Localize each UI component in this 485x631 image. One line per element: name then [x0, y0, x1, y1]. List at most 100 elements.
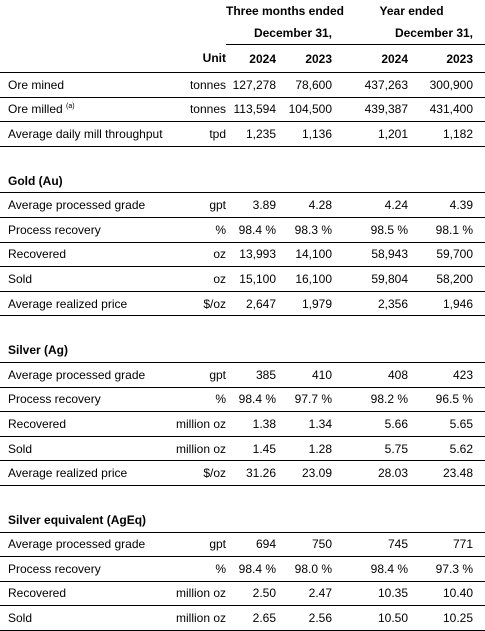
value-q-2024: 2.50 [226, 581, 276, 607]
spacer-row [0, 485, 485, 508]
row-label: Recovered [0, 411, 165, 437]
spacer-row [0, 316, 485, 339]
value-q-2024: 694 [226, 532, 276, 558]
value-q-2023: 98.3 % [276, 217, 339, 243]
row-label: Process recovery [0, 387, 165, 413]
value-y-2023: 5.62 [408, 436, 485, 462]
row-label-text: Average processed grade [8, 198, 146, 213]
table-row: Recovered million oz 1.38 1.34 5.66 5.65 [0, 411, 485, 437]
year-ended-date-header: December 31, [338, 22, 485, 45]
table-row: Sold million oz 1.45 1.28 5.75 5.62 [0, 436, 485, 462]
value-q-2024: 98.4 % [226, 387, 276, 413]
table-row: Average processed grade gpt 385 410 408 423 [0, 362, 485, 388]
value-q-2023: 23.09 [276, 460, 339, 486]
value-q-2024: 2,647 [226, 291, 276, 317]
row-label-text: Recovered [8, 416, 67, 431]
row-label-text: Sold [8, 271, 33, 286]
value-q-2023: 750 [276, 532, 339, 558]
value-y-2024: 98.2 % [338, 387, 409, 413]
value-q-2023: 78,600 [276, 72, 339, 98]
value-q-2024: 2.65 [226, 605, 276, 631]
value-q-2024: 127,278 [226, 72, 276, 98]
row-label: Sold [0, 436, 165, 462]
value-q-2024: 1.38 [226, 411, 276, 437]
value-y-2024: 28.03 [338, 460, 409, 486]
value-q-2024: 98.4 % [226, 556, 276, 582]
value-y-2023: 98.1 % [408, 217, 485, 243]
period-header-row: Three months ended Year ended [0, 0, 485, 22]
year-header-q-2024: 2024 [226, 44, 276, 73]
value-y-2024: 1,201 [338, 121, 409, 147]
row-unit: gpt [165, 362, 226, 388]
row-label: Recovered [0, 242, 165, 268]
value-y-2024: 10.50 [338, 605, 409, 631]
year-ended-header: Year ended [379, 4, 444, 18]
table-row: Sold million oz 2.65 2.56 10.50 10.25 [0, 605, 485, 631]
row-label-text: Sold [8, 611, 33, 626]
row-label: Sold [0, 605, 165, 631]
value-q-2023: 98.0 % [276, 556, 339, 582]
row-label: Average daily mill throughput [0, 121, 165, 147]
row-label-text: Average processed grade [8, 367, 146, 382]
value-y-2023: 423 [408, 362, 485, 388]
table-row: Process recovery% 98.4 % 97.7 % 98.2 % 96.5 … [0, 387, 485, 413]
row-label-text: Ore mined [8, 77, 65, 92]
table-row: Ore mined tonnes 127,278 78,600 437,263 300,9… [0, 72, 485, 98]
value-q-2024: 3.89 [226, 192, 276, 218]
row-unit: million oz [165, 581, 226, 607]
value-q-2023: 1.28 [276, 436, 339, 462]
section-title: Gold (Au) [0, 168, 485, 194]
row-unit: tonnes [165, 72, 226, 98]
row-label-text: Process recovery [8, 222, 101, 237]
date-header-row: December 31, December 31, [0, 22, 485, 45]
row-label-text: Average daily mill throughput [8, 126, 163, 141]
row-label: Ore milled (a) [0, 97, 165, 123]
value-q-2024: 1,235 [226, 121, 276, 147]
row-unit: tpd [165, 121, 226, 147]
row-label: Process recovery [0, 556, 165, 582]
section-header-row: Silver equivalent (AgEq) [0, 507, 485, 533]
value-q-2024: 98.4 % [226, 217, 276, 243]
value-y-2024: 5.66 [338, 411, 409, 437]
value-y-2023: 300,900 [408, 72, 485, 98]
value-y-2024: 437,263 [338, 72, 409, 98]
value-q-2024: 31.26 [226, 460, 276, 486]
row-label-text: Average processed grade [8, 537, 146, 552]
value-y-2024: 439,387 [338, 97, 409, 123]
table-row: Average processed grade gpt 694 750 745 771 [0, 532, 485, 558]
row-label: Ore mined [0, 72, 165, 98]
value-q-2024: 1.45 [226, 436, 276, 462]
spacer-row [0, 146, 485, 169]
row-unit: $/oz [165, 291, 226, 317]
value-q-2023: 104,500 [276, 97, 339, 123]
row-unit: million oz [165, 411, 226, 437]
value-y-2023: 97.3 % [408, 556, 485, 582]
value-y-2023: 59,700 [408, 242, 485, 268]
row-label: Average processed grade [0, 532, 165, 558]
value-y-2024: 4.24 [338, 192, 409, 218]
section-title: Silver (Ag) [0, 338, 485, 363]
table-row: Sold oz 15,100 16,100 59,804 58,200 [0, 266, 485, 292]
year-header-y-2024: 2024 [338, 44, 409, 73]
table-row: Average realized price $/oz 2,647 1,979 2,35… [0, 291, 485, 317]
value-y-2023: 431,400 [408, 97, 485, 123]
row-label: Average processed grade [0, 192, 165, 218]
table-row: Average processed grade gpt 3.89 4.28 4.24 4.… [0, 192, 485, 218]
value-q-2023: 97.7 % [276, 387, 339, 413]
value-q-2023: 410 [276, 362, 339, 388]
table-row: Ore milled (a) tonnes 113,594 104,500 439,38… [0, 97, 485, 123]
row-label-text: Recovered [8, 247, 67, 262]
value-y-2024: 98.4 % [338, 556, 409, 582]
value-q-2023: 2.47 [276, 581, 339, 607]
value-y-2024: 10.35 [338, 581, 409, 607]
value-q-2024: 13,993 [226, 242, 276, 268]
value-y-2024: 745 [338, 532, 409, 558]
row-label: Recovered [0, 581, 165, 607]
table-row: Average daily mill throughput tpd 1,235 1,1… [0, 121, 485, 147]
value-y-2023: 10.25 [408, 605, 485, 631]
row-unit: $/oz [165, 460, 226, 486]
row-unit: % [165, 217, 226, 243]
value-q-2023: 16,100 [276, 266, 339, 292]
value-q-2023: 4.28 [276, 192, 339, 218]
